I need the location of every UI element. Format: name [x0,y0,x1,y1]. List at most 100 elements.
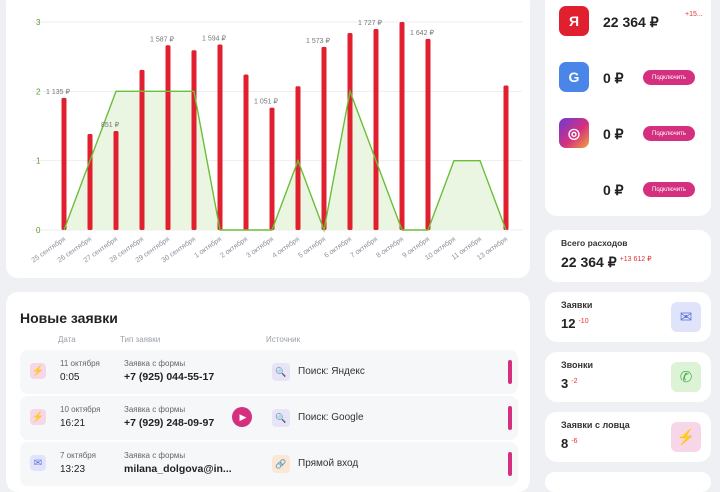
bar [503,85,509,230]
connect-button[interactable]: Подключить [643,70,695,85]
bar [295,86,301,230]
lead-type: Заявка с формы [124,359,186,368]
y-tick-label: 1 [36,157,41,166]
source-row-vk: 0 ₽ Подключить [559,174,709,204]
stat-value: 8 -6 [561,436,577,451]
stat-delta: -10 [578,317,589,325]
stat-number: 8 [561,436,569,451]
bar [113,130,119,230]
data-label: 1 051 ₽ [254,98,278,106]
bar [139,69,145,230]
line-series [63,88,507,233]
bar [243,74,249,230]
bar [347,32,353,231]
stat-label: Заявки с ловца [561,420,630,430]
lead-date: 7 октября [60,451,96,460]
search-google-icon: 🔍 [272,409,290,427]
lead-contact: milana_dolgova@in... [124,463,232,475]
lead-contact: +7 (929) 248-09-97 [124,417,215,429]
stat-value: 3 -2 [561,376,577,391]
line-area [64,91,506,230]
lead-status-bar [508,452,512,476]
stat-number: 3 [561,376,569,391]
lead-contact: +7 (925) 044-55-17 [124,371,215,383]
lead-source: Поиск: Яндекс [298,366,365,377]
total-spend-card: Всего расходов 22 364 ₽ +13 612 ₽ [545,230,711,282]
lead-source: Прямой вход [298,458,359,469]
x-tick-label: 6 октября [323,235,354,260]
data-label: 1 587 ₽ [150,35,174,43]
stat-value: 12 -10 [561,316,589,331]
data-label: 851 ₽ [101,121,120,129]
column-header-type: Тип заявки [120,335,161,344]
lead-status-bar [508,406,512,430]
bar [321,46,327,231]
x-tick-label: 5 октября [297,235,328,260]
data-label: 1 642 ₽ [410,29,434,37]
data-label: 1 594 ₽ [202,34,226,42]
x-tick-label: 7 октября [349,235,380,260]
source-amount: 0 ₽ [603,126,624,142]
lead-type: Заявка с формы [124,405,186,414]
y-tick-label: 3 [36,18,41,27]
play-recording-button[interactable]: ▶ [232,407,252,427]
bar [191,50,197,231]
lightning-icon: ⚡ [671,422,701,452]
column-header-date: Дата [58,335,76,344]
total-spend-value: 22 364 ₽ +13 612 ₽ [561,254,652,271]
bar [425,38,431,231]
lead-row[interactable]: ✉ 7 октября 13:23 Заявка с формы milana_… [20,442,518,486]
total-spend-delta: +13 612 ₽ [619,256,652,264]
stat-label: Заявки [561,300,593,310]
total-spend-label: Всего расходов [561,238,628,248]
lead-time: 0:05 [60,372,80,383]
lead-time: 16:21 [60,418,86,429]
bar [61,97,67,230]
total-spend-amount: 22 364 ₽ [561,254,617,270]
y-tick-label: 2 [36,87,41,96]
column-header-source: Источник [266,335,301,344]
x-tick-label: 4 октября [271,235,302,260]
data-label: 1 727 ₽ [358,19,382,27]
bar [269,107,275,230]
stat-number: 12 [561,316,576,331]
connect-button[interactable]: Подключить [643,126,695,141]
yandex-icon: Я [559,6,589,36]
source-row-instagram: ◎ 0 ₽ Подключить [559,118,709,148]
expenses-chart-card: 0 1 2 3 1 135 ₽ 851 ₽ 1 587 ₽ 1 594 ₽ 1 051 ₽ 1 5… [6,0,530,278]
bar [373,28,379,231]
envelope-icon: ✉ [671,302,701,332]
instagram-icon: ◎ [559,118,589,148]
lead-date: 10 октября [60,405,101,414]
stat-card-catcher-leads: Заявки с ловца 8 -6 ⚡ [545,412,711,462]
source-amount: 0 ₽ [603,70,624,86]
x-tick-label: 3 октября [245,235,276,260]
stat-delta: -2 [571,377,578,385]
bar [87,133,93,230]
data-label: 1 135 ₽ [46,88,70,96]
x-tick-label: 2 октября [219,235,250,260]
data-label: 1 573 ₽ [306,37,330,45]
lead-row[interactable]: ⚡ 10 октября 16:21 Заявка с формы +7 (92… [20,396,518,440]
stat-card-calls: Звонки 3 -2 ✆ [545,352,711,402]
connect-button[interactable]: Подключить [643,182,695,197]
stat-card-leads: Заявки 12 -10 ✉ [545,292,711,342]
leads-title: Новые заявки [20,310,118,326]
bar [165,45,171,231]
lead-row[interactable]: ⚡ 11 октября 0:05 Заявка с формы +7 (925… [20,350,518,394]
x-tick-label: 1 октября [193,235,224,260]
lead-type: Заявка с формы [124,451,186,460]
bar [217,44,223,231]
source-row-google: G 0 ₽ Подключить [559,62,709,92]
lead-date: 11 октября [60,359,100,368]
lightning-icon: ⚡ [30,363,46,379]
lightning-icon: ⚡ [30,409,46,425]
x-tick-label: 8 октября [375,235,406,260]
lead-status-bar [508,360,512,384]
expenses-chart: 0 1 2 3 1 135 ₽ 851 ₽ 1 587 ₽ 1 594 ₽ 1 051 ₽ 1 5… [30,18,522,264]
source-row-yandex: Я 22 364 ₽ +15... [559,6,709,36]
source-amount: 22 364 ₽ [603,14,659,30]
source-delta: +15... [685,11,703,18]
link-icon: 🔗 [272,455,290,473]
envelope-icon: ✉ [30,455,46,471]
